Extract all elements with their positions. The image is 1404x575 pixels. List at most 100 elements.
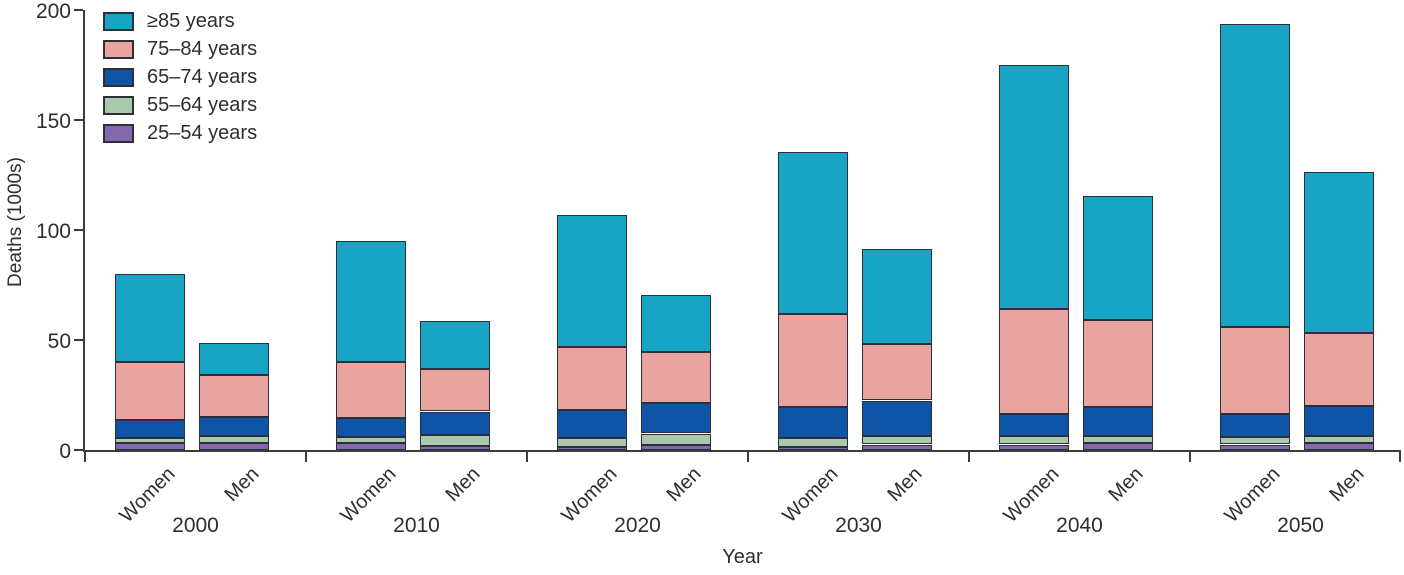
legend-item: 75–84 years	[103, 35, 257, 63]
bar-segment	[336, 362, 406, 419]
year-label: 2040	[1056, 514, 1103, 537]
year-label: 2010	[393, 514, 440, 537]
bar-segment	[999, 65, 1069, 310]
legend-swatch	[103, 11, 134, 31]
bar-segment	[557, 437, 627, 447]
bar-segment	[641, 402, 711, 434]
bar-segment	[1304, 443, 1374, 450]
bar-segment	[999, 435, 1069, 445]
y-tick	[74, 119, 83, 121]
bar-segment	[420, 445, 490, 450]
x-tick	[84, 452, 86, 462]
y-tick-label: 200	[35, 0, 71, 23]
x-tick	[1189, 452, 1191, 462]
x-tick	[968, 452, 970, 462]
legend-swatch	[103, 123, 134, 143]
bar-segment	[999, 444, 1069, 450]
bar-segment	[557, 214, 627, 347]
bar-segment	[115, 274, 185, 362]
bar-segment	[1220, 444, 1290, 450]
legend-swatch	[103, 67, 134, 87]
bar-segment	[199, 343, 269, 376]
bar-segment	[1083, 443, 1153, 450]
bar-segment	[862, 435, 932, 445]
y-tick-label: 150	[35, 110, 71, 133]
x-axis-title: Year	[722, 546, 763, 568]
bar-segment	[336, 443, 406, 450]
legend-item: 65–74 years	[103, 63, 257, 91]
bar-segment	[641, 352, 711, 403]
bar-segment	[557, 346, 627, 411]
bar-segment	[336, 418, 406, 437]
y-tick-label: 50	[47, 330, 71, 353]
bar-segment	[1083, 320, 1153, 408]
legend-label: 55–64 years	[147, 94, 258, 116]
bar-segment	[420, 411, 490, 435]
y-tick	[74, 229, 83, 231]
bar-segment	[115, 443, 185, 450]
y-tick	[74, 339, 83, 341]
legend: ≥85 years 75–84 years 65–74 years 55–64 yea…	[103, 7, 257, 147]
legend-label: 25–54 years	[147, 122, 258, 144]
y-axis-line	[83, 10, 85, 452]
bar-segment	[778, 407, 848, 438]
bar-segment	[1220, 326, 1290, 414]
bar-segment	[999, 413, 1069, 436]
bar-segment	[778, 313, 848, 408]
bar-segment	[862, 444, 932, 450]
bar-segment	[778, 151, 848, 314]
bar-segment	[336, 241, 406, 362]
bar-segment	[115, 362, 185, 421]
bar-segment	[420, 434, 490, 446]
bar-segment	[1083, 195, 1153, 321]
legend-swatch	[103, 95, 134, 115]
year-label: 2050	[1277, 514, 1324, 537]
bar-segment	[999, 309, 1069, 414]
bar-segment	[199, 417, 269, 436]
bar-segment	[1083, 407, 1153, 436]
legend-label: 75–84 years	[147, 38, 258, 60]
bar-segment	[336, 436, 406, 444]
bar-segment	[1220, 436, 1290, 445]
bar-segment	[862, 344, 932, 401]
year-label: 2000	[172, 514, 219, 537]
bar-segment	[1304, 406, 1374, 436]
x-tick	[1399, 452, 1401, 462]
bar-segment	[1304, 435, 1374, 444]
bar-segment	[862, 400, 932, 436]
bar-segment	[557, 446, 627, 450]
legend-label: ≥85 years	[147, 10, 235, 32]
bar-segment	[1083, 435, 1153, 444]
bar-segment	[641, 444, 711, 450]
bar-segment	[1304, 333, 1374, 406]
x-tick	[526, 452, 528, 462]
bar-segment	[641, 294, 711, 353]
year-label: 2020	[614, 514, 661, 537]
y-tick	[74, 449, 83, 451]
legend-item: ≥85 years	[103, 7, 257, 35]
bar-segment	[420, 321, 490, 369]
y-tick-label: 100	[35, 220, 71, 243]
bar-segment	[420, 368, 490, 412]
year-label: 2030	[835, 514, 882, 537]
bar-segment	[199, 435, 269, 444]
bar-segment	[115, 437, 185, 444]
bar-segment	[641, 433, 711, 445]
legend-item: 55–64 years	[103, 91, 257, 119]
bar-segment	[115, 420, 185, 438]
x-tick	[747, 452, 749, 462]
x-axis-line	[83, 450, 1401, 452]
bar-segment	[862, 248, 932, 345]
bar-segment	[199, 375, 269, 417]
bar-segment	[778, 446, 848, 450]
legend-swatch	[103, 39, 134, 59]
legend-label: 65–74 years	[147, 66, 258, 88]
bar-segment	[199, 443, 269, 450]
x-tick	[305, 452, 307, 462]
bar-segment	[1220, 413, 1290, 437]
bar-segment	[557, 410, 627, 438]
bar-segment	[1220, 24, 1290, 327]
legend-item: 25–54 years	[103, 119, 257, 147]
y-tick	[74, 9, 83, 11]
